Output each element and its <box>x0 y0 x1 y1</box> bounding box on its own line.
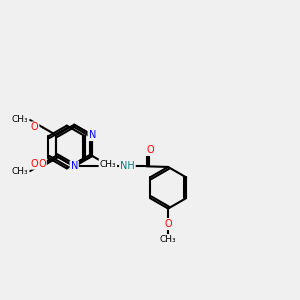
Text: N: N <box>88 130 96 140</box>
Text: O: O <box>38 159 46 169</box>
Text: CH₃: CH₃ <box>100 160 116 169</box>
Text: CH₃: CH₃ <box>12 116 28 124</box>
Text: O: O <box>164 219 172 229</box>
Text: CH₃: CH₃ <box>160 235 176 244</box>
Text: O: O <box>31 122 38 132</box>
Text: CH₃: CH₃ <box>12 167 28 176</box>
Text: N: N <box>70 161 78 171</box>
Text: O: O <box>146 145 154 155</box>
Text: NH: NH <box>120 161 135 171</box>
Text: O: O <box>31 159 38 169</box>
